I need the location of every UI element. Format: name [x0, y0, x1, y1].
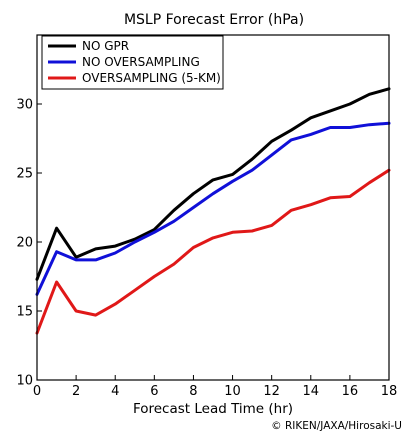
series-line-1 — [35, 87, 391, 281]
x-tick-label: 6 — [150, 384, 158, 399]
x-tick-label: 0 — [33, 384, 41, 399]
x-tick-label: 10 — [224, 384, 241, 399]
x-axis-ticks: 0 2 4 6 8 10 12 14 16 18 — [33, 375, 397, 399]
legend-label-2: NO OVERSAMPLING — [82, 55, 200, 69]
credit-text: © RIKEN/JAXA/Hirosaki-U — [271, 420, 402, 432]
x-axis-label: Forecast Lead Time (hr) — [133, 401, 293, 417]
plot-frame — [36, 34, 390, 381]
x-tick-label: 18 — [381, 384, 398, 399]
x-tick-label: 12 — [263, 384, 280, 399]
x-tick-label: 2 — [72, 384, 80, 399]
y-tick-label: 25 — [16, 167, 33, 182]
y-tick-label: 30 — [16, 98, 33, 113]
y-tick-label: 10 — [16, 374, 33, 389]
y-tick-label: 20 — [16, 236, 33, 251]
y-axis-ticks: 10 15 20 25 30 — [16, 98, 42, 389]
x-tick-label: 8 — [189, 384, 197, 399]
y-tick-label: 15 — [16, 305, 33, 320]
legend: NO GPR NO OVERSAMPLING OVERSAMPLING (5-KM) — [41, 35, 224, 90]
x-tick-label: 14 — [303, 384, 320, 399]
x-tick-label: 16 — [342, 384, 359, 399]
legend-label-1: NO GPR — [82, 39, 129, 53]
legend-label-3: OVERSAMPLING (5-KM) — [82, 71, 221, 85]
series-line-3 — [35, 168, 391, 335]
chart-title: MSLP Forecast Error (hPa) — [124, 12, 304, 28]
series-line-2 — [35, 121, 391, 296]
x-tick-label: 4 — [111, 384, 119, 399]
series-lines — [35, 87, 391, 335]
